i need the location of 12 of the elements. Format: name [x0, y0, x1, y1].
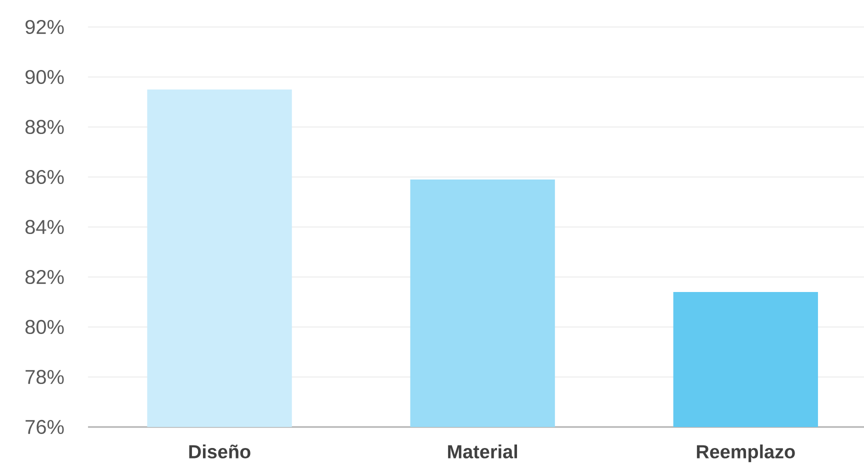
x-tick-label: Reemplazo: [696, 444, 795, 462]
y-tick-label: 90%: [26, 70, 64, 84]
y-tick-label: 88%: [25, 120, 64, 134]
y-tick-label: 86%: [25, 170, 64, 184]
y-tick-label: 76%: [26, 420, 64, 434]
y-tick-label: 82%: [25, 270, 64, 284]
y-tick-label: 78%: [26, 370, 64, 384]
y-tick-label: 80%: [25, 320, 64, 334]
x-tick-label: Material: [448, 444, 518, 458]
y-tick-label: 92%: [26, 20, 64, 34]
x-tick-label: Diseño: [189, 444, 250, 458]
y-tick-label: 84%: [25, 220, 64, 234]
